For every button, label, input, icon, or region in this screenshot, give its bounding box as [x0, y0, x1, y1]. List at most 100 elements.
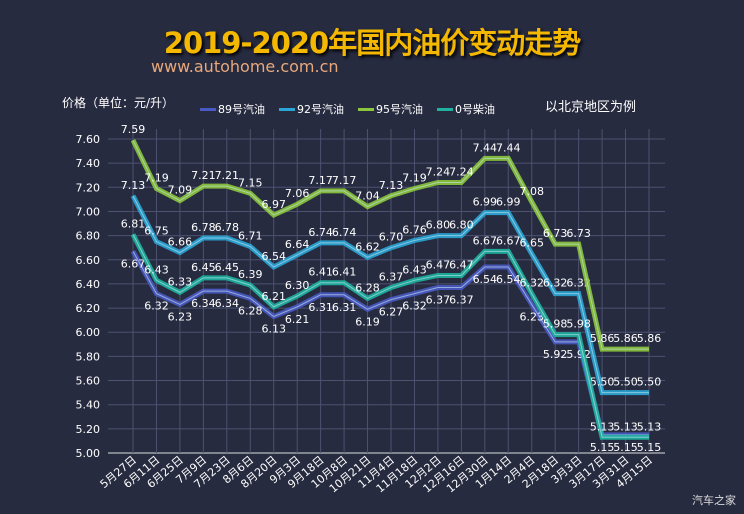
- data-label: 6.97: [261, 198, 286, 211]
- series-line: [132, 139, 649, 350]
- y-tick-label: 6.20: [76, 302, 101, 315]
- data-label: 7.19: [144, 172, 169, 185]
- legend-label: 89号汽油: [218, 103, 265, 116]
- y-tick-label: 6.80: [76, 230, 101, 243]
- legend-swatch: [437, 107, 453, 111]
- data-label: 6.99: [473, 196, 498, 209]
- data-label: 7.44: [496, 141, 521, 154]
- data-label: 6.45: [191, 261, 216, 274]
- y-tick-label: 5.60: [76, 375, 101, 388]
- data-label: 7.04: [355, 190, 380, 203]
- legend-item: 89号汽油: [200, 101, 265, 117]
- data-label: 6.33: [168, 275, 193, 288]
- legend-item: 0号柴油: [437, 101, 495, 117]
- data-label: 5.92: [566, 348, 591, 361]
- data-label: 5.13: [637, 420, 662, 433]
- data-label: 6.54: [496, 273, 521, 286]
- data-label: 6.34: [191, 297, 216, 310]
- chart-subtitle: www.autohome.com.cn: [151, 57, 339, 76]
- y-tick-label: 5.80: [76, 350, 101, 363]
- legend-item: 95号汽油: [358, 101, 423, 117]
- data-label: 7.15: [238, 176, 263, 189]
- data-label: 7.24: [449, 165, 474, 178]
- data-label: 6.45: [215, 261, 240, 274]
- data-label: 5.92: [543, 348, 568, 361]
- legend-swatch: [279, 107, 295, 111]
- data-label: 6.54: [473, 273, 498, 286]
- data-label: 6.37: [449, 294, 474, 307]
- data-label: 7.09: [168, 184, 193, 197]
- data-label: 5.50: [613, 376, 638, 389]
- data-label: 6.41: [332, 266, 357, 279]
- data-label: 6.34: [215, 297, 240, 310]
- y-tick-label: 5.00: [76, 447, 101, 460]
- data-label: 7.19: [402, 172, 427, 185]
- y-tick-label: 6.00: [76, 326, 101, 339]
- data-label: 7.13: [121, 179, 146, 192]
- series-line: [132, 234, 649, 438]
- data-label: 6.37: [426, 294, 451, 307]
- data-label: 6.47: [426, 258, 451, 271]
- data-label: 5.98: [566, 318, 591, 331]
- data-label: 5.15: [590, 441, 615, 454]
- data-label: 6.19: [355, 315, 380, 328]
- legend-swatch: [200, 107, 216, 111]
- data-label: 6.76: [402, 223, 427, 236]
- series-line: [132, 195, 649, 394]
- data-label: 6.54: [261, 250, 286, 263]
- y-tick-label: 5.20: [76, 423, 101, 436]
- y-tick-label: 7.00: [76, 205, 101, 218]
- legend-label: 0号柴油: [455, 103, 495, 116]
- data-label: 6.80: [426, 219, 451, 232]
- data-label: 6.37: [379, 271, 404, 284]
- data-label: 5.86: [613, 332, 638, 345]
- data-label: 6.43: [402, 263, 427, 276]
- data-label: 6.67: [121, 257, 146, 270]
- data-label: 6.21: [285, 313, 310, 326]
- data-label: 5.15: [637, 441, 662, 454]
- data-label: 5.86: [637, 332, 662, 345]
- region-note: 以北京地区为例: [545, 100, 637, 115]
- data-label: 5.50: [637, 376, 662, 389]
- data-label: 7.59: [121, 123, 146, 136]
- data-label: 6.75: [144, 225, 169, 238]
- data-label: 7.06: [285, 187, 310, 200]
- data-label: 6.43: [144, 263, 169, 276]
- data-label: 6.64: [285, 238, 310, 251]
- data-label: 6.65: [519, 237, 544, 250]
- y-tick-label: 7.60: [76, 133, 101, 146]
- data-label: 6.23: [519, 310, 544, 323]
- legend-swatch: [358, 107, 374, 111]
- y-axis-label: 价格（单位：元/升）: [62, 96, 175, 110]
- legend-label: 95号汽油: [376, 103, 423, 116]
- data-label: 6.71: [238, 229, 263, 242]
- data-label: 6.74: [308, 226, 333, 239]
- data-label: 6.32: [519, 277, 544, 290]
- data-label: 6.13: [261, 323, 286, 336]
- legend-label: 92号汽油: [297, 103, 344, 116]
- data-label: 6.32: [543, 277, 568, 290]
- y-tick-label: 6.60: [76, 254, 101, 267]
- data-label: 6.74: [332, 226, 357, 239]
- data-label: 7.08: [519, 185, 544, 198]
- series-line: [132, 251, 649, 436]
- data-label: 5.86: [590, 332, 615, 345]
- data-label: 6.28: [355, 281, 380, 294]
- data-label: 5.13: [590, 420, 615, 433]
- data-label: 5.50: [590, 376, 615, 389]
- data-label: 5.15: [613, 441, 638, 454]
- chart-title: 2019-2020年国内油价变动走势: [163, 26, 581, 60]
- data-label: 6.66: [168, 236, 193, 249]
- data-label: 6.23: [168, 310, 193, 323]
- data-label: 6.67: [496, 234, 521, 247]
- data-label: 6.78: [215, 221, 240, 234]
- data-label: 7.17: [332, 174, 357, 187]
- y-tick-label: 7.40: [76, 157, 101, 170]
- data-label: 5.13: [613, 420, 638, 433]
- data-label: 6.70: [379, 231, 404, 244]
- data-label: 6.32: [402, 300, 427, 313]
- data-label: 6.28: [238, 304, 263, 317]
- y-tick-label: 5.40: [76, 399, 101, 412]
- data-label: 6.81: [121, 217, 146, 230]
- data-label: 6.30: [285, 279, 310, 292]
